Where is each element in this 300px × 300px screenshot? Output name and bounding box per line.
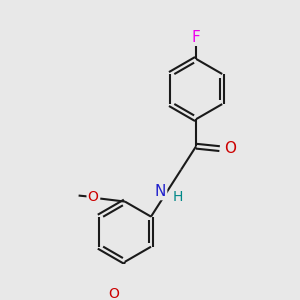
- Text: O: O: [88, 190, 98, 204]
- Text: N: N: [155, 184, 166, 199]
- Text: F: F: [192, 30, 200, 45]
- Text: O: O: [109, 287, 119, 300]
- Text: H: H: [173, 190, 183, 204]
- Text: O: O: [224, 141, 236, 156]
